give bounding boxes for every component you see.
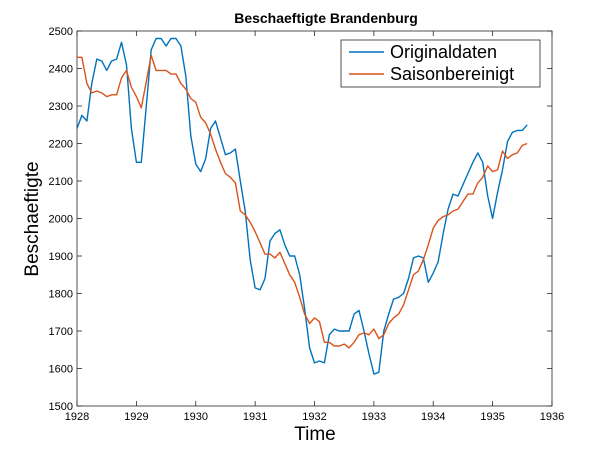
series-lines: [76, 37, 528, 375]
y-tick-label: 2000: [49, 214, 73, 226]
x-tick-label: 1936: [540, 411, 564, 423]
legend-box: [340, 39, 541, 88]
series-line-saisonbereinigt: [77, 54, 528, 349]
plot-area: [76, 30, 553, 407]
y-tick-label: 1600: [49, 364, 73, 376]
y-tick-label: 2300: [49, 101, 73, 113]
y-tick-label: 1700: [49, 326, 73, 338]
x-tick-label: 1929: [124, 411, 148, 423]
chart-title: Beschaeftigte Brandenburg: [234, 10, 418, 26]
x-tick-label: 1935: [480, 411, 504, 423]
y-tick-label: 2400: [49, 64, 73, 76]
y-tick-label: 1800: [49, 289, 73, 301]
x-tick-label: 1928: [65, 411, 89, 423]
series-line-originaldaten: [76, 37, 528, 375]
x-tick-label: 1932: [302, 411, 326, 423]
y-tick-label: 2100: [49, 176, 73, 188]
y-tick-label: 1500: [49, 401, 73, 413]
legend: Originaldaten Saisonbereinigt: [340, 39, 541, 88]
y-tick-label: 1900: [49, 251, 73, 263]
axis-ticks: 1928 1929 1930 1931 1932 1933 1934 1935 1936 1500…: [49, 26, 565, 423]
legend-label-saisonbereinigt: Saisonbereinigt: [390, 64, 514, 84]
legend-label-originaldaten: Originaldaten: [390, 42, 497, 62]
x-tick-label: 1934: [421, 411, 445, 423]
x-tick-label: 1930: [184, 411, 208, 423]
x-tick-label: 1933: [362, 411, 386, 423]
axes-box: [76, 30, 553, 407]
y-axis-label: Beschaeftigte: [22, 161, 43, 276]
y-tick-label: 2200: [49, 139, 73, 151]
x-tick-label: 1931: [243, 411, 267, 423]
x-axis-label: Time: [294, 424, 336, 445]
y-tick-label: 2500: [49, 26, 73, 38]
